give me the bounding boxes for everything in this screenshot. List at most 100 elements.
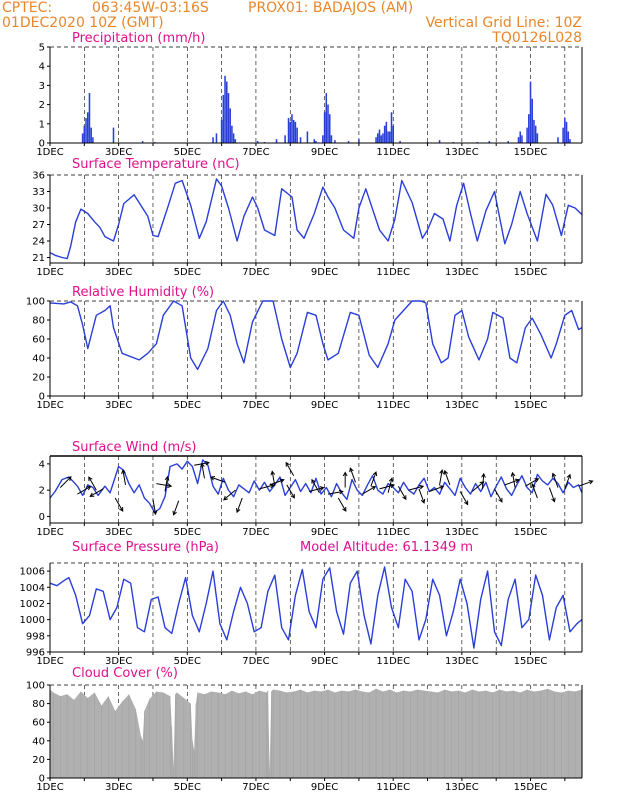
- precip-bar: [291, 114, 293, 143]
- precip-bar: [564, 118, 566, 143]
- wind-arrow: [156, 483, 172, 487]
- wind-arrow-head: [419, 484, 425, 490]
- x-tick-label: 1DEC: [36, 527, 63, 538]
- x-tick-label: 11DEC: [376, 656, 410, 667]
- wind-arrow-head: [285, 461, 290, 467]
- precip-bar: [327, 104, 329, 143]
- header-datetime: 01DEC2020 10Z (GMT): [2, 15, 164, 31]
- precip-bar: [387, 131, 389, 143]
- wind-arrow: [459, 491, 469, 505]
- x-tick-label: 3DEC: [105, 782, 132, 793]
- wind-arrow-head: [152, 510, 158, 516]
- wind-arrow-head: [89, 492, 95, 497]
- wind-arrow-head: [119, 507, 124, 512]
- precip-bar: [141, 141, 144, 143]
- panel-title: Surface Temperature (nC): [72, 157, 240, 172]
- wind-arrow: [269, 479, 284, 486]
- precip-bar: [227, 93, 230, 143]
- wind-arrow: [408, 485, 424, 491]
- wind-arrow-head: [349, 467, 354, 473]
- pressure-line: [49, 566, 583, 649]
- panel-temperature: 21 24 27 30 33 36 1DEC 3DEC 5DEC 7DEC 9DEC 11DEC 13D…: [32, 157, 583, 278]
- wind-arrow: [564, 474, 571, 490]
- precip-bar: [517, 137, 520, 143]
- wind-arrow-head: [443, 469, 449, 475]
- x-tick-label: 9DEC: [311, 527, 338, 538]
- wind-arrow: [531, 483, 538, 499]
- wind-line: [49, 459, 583, 514]
- wind-arrow: [439, 470, 443, 485]
- y-tick-label: 4: [39, 62, 45, 73]
- precip-bar: [322, 135, 324, 143]
- wind-arrow: [271, 471, 276, 487]
- x-tick-label: 13DEC: [445, 782, 479, 793]
- wind-arrow: [429, 485, 444, 492]
- x-tick-label: 13DEC: [445, 656, 479, 667]
- wind-arrow: [286, 484, 295, 499]
- precip-bar: [521, 135, 523, 143]
- precip-bar: [382, 133, 384, 143]
- y-tick-label: 0: [39, 512, 45, 523]
- precip-bar: [92, 137, 94, 143]
- precip-bar: [299, 137, 302, 143]
- header-station: PROX01: BADAJOS (AM): [248, 0, 414, 16]
- y-tick-label: 40: [32, 354, 45, 365]
- x-tick-label: 13DEC: [445, 147, 479, 158]
- x-tick-label: 3DEC: [105, 400, 132, 411]
- x-tick-label: 1DEC: [36, 147, 63, 158]
- wind-arrow: [122, 470, 127, 485]
- x-tick-label: 9DEC: [311, 656, 338, 667]
- wind-arrow: [152, 499, 157, 515]
- y-tick-label: 100: [26, 297, 45, 308]
- precip-bar: [526, 127, 528, 143]
- wind-arrow-head: [534, 478, 540, 483]
- wind-arrow: [259, 484, 274, 490]
- wind-arrow: [88, 476, 97, 491]
- wind-arrow: [418, 488, 425, 504]
- precip-bar: [569, 139, 571, 143]
- wind-arrow-head: [167, 483, 173, 488]
- wind-arrow: [548, 487, 555, 502]
- wind-arrow: [471, 481, 484, 492]
- precip-bar: [222, 95, 225, 143]
- wind-arrow: [525, 478, 539, 487]
- precip-bar: [533, 119, 535, 143]
- precip-bar: [383, 125, 386, 143]
- x-tick-label: 11DEC: [376, 400, 410, 411]
- y-tick-label: 27: [32, 220, 45, 231]
- wind-arrow-head: [372, 471, 378, 477]
- precip-bar: [86, 112, 89, 143]
- wind-arrow-head: [402, 495, 407, 501]
- precip-bar: [565, 121, 568, 143]
- y-tick-label: 5: [39, 43, 45, 54]
- x-tick-label: 9DEC: [311, 147, 338, 158]
- y-tick-label: 4: [39, 459, 45, 470]
- wind-arrow-head: [388, 477, 394, 483]
- panel-title: Precipitation (mm/h): [72, 31, 205, 46]
- x-tick-label: 5DEC: [174, 782, 201, 793]
- y-tick-label: 80: [32, 699, 45, 710]
- wind-arrow-head: [514, 478, 520, 484]
- wind-arrow: [362, 486, 376, 495]
- x-tick-label: 13DEC: [445, 400, 479, 411]
- precip-bar: [85, 118, 87, 143]
- precip-bar: [313, 139, 316, 143]
- wind-arrow-head: [86, 486, 92, 491]
- y-tick-label: 1006: [20, 567, 45, 578]
- wind-arrow-head: [311, 478, 316, 484]
- precip-bar: [519, 131, 521, 143]
- precip-bar: [536, 133, 539, 143]
- wind-arrow-head: [420, 498, 426, 504]
- x-tick-label: 11DEC: [376, 147, 410, 158]
- x-tick-label: 5DEC: [174, 527, 201, 538]
- precip-bar: [358, 139, 360, 143]
- x-tick-label: 1DEC: [36, 267, 63, 278]
- y-tick-label: 40: [32, 736, 45, 747]
- wind-arrow: [578, 480, 593, 487]
- precip-bar: [284, 135, 286, 143]
- x-tick-label: 1DEC: [36, 656, 63, 667]
- x-tick-label: 5DEC: [174, 147, 201, 158]
- x-tick-label: 7DEC: [242, 782, 269, 793]
- precip-bar: [287, 118, 290, 143]
- precip-bar: [225, 81, 228, 143]
